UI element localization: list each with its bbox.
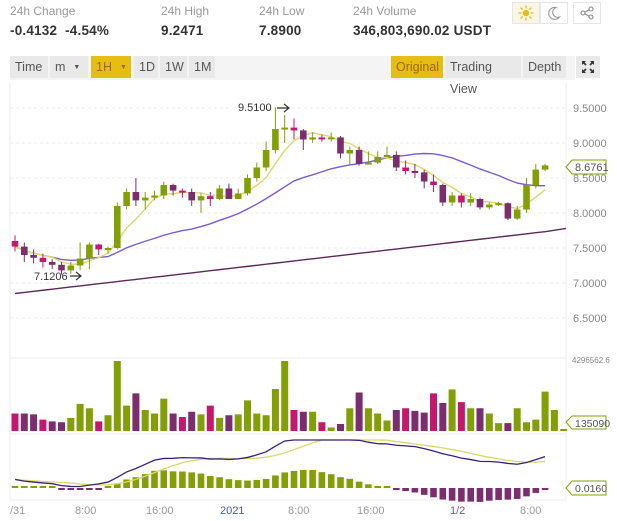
ticker-stats: 24h Change -0.4132 -4.54% 24h High 9.247… <box>0 0 617 50</box>
fullscreen-icon <box>582 61 594 73</box>
stat-24h-high: 24h High 9.2471 <box>161 4 209 38</box>
hour-dropdown[interactable]: 1H ▼ <box>91 56 131 78</box>
last-macd-tag <box>565 480 607 496</box>
high-price-marker: 9.5100 <box>238 102 272 114</box>
stat-24h-volume: 24h Volume 346,803,690.02 USDT <box>353 4 491 38</box>
stat-label: 24h Low <box>259 4 305 18</box>
interval-1m-button[interactable]: 1M <box>189 56 215 78</box>
stat-value: -0.4132 -4.54% <box>10 23 110 38</box>
fullscreen-button[interactable] <box>576 56 600 78</box>
svg-text:9.0000: 9.0000 <box>573 138 607 150</box>
light-theme-button[interactable] <box>512 2 540 24</box>
stat-label: 24h Volume <box>353 4 417 18</box>
ma-slow-line <box>14 227 567 295</box>
svg-text:8.5000: 8.5000 <box>573 173 607 185</box>
ma-fast-line <box>14 132 546 265</box>
time-axis: /31 8:00 16:00 2021 8:00 16:00 1/2 8:00 <box>10 505 541 517</box>
interval-1d-button[interactable]: 1D <box>134 56 158 78</box>
moon-icon <box>548 6 561 20</box>
svg-text:6.5000: 6.5000 <box>573 313 607 325</box>
stat-label: 24h High <box>161 4 210 18</box>
last-price-label: 8.6761 <box>575 162 609 174</box>
theme-switcher <box>512 2 601 24</box>
svg-text:8:00: 8:00 <box>288 505 309 517</box>
candlesticks <box>11 107 549 275</box>
sun-icon <box>518 5 534 21</box>
svg-text:16:00: 16:00 <box>146 505 174 517</box>
volume-max-label: 4296562.6 <box>572 356 610 365</box>
svg-text:8.0000: 8.0000 <box>573 208 607 220</box>
share-button[interactable] <box>573 2 601 24</box>
stat-value: 346,803,690.02 USDT <box>353 23 492 38</box>
depth-label: Depth <box>528 60 562 74</box>
svg-text:8:00: 8:00 <box>75 505 96 517</box>
depth-button[interactable]: Depth <box>523 56 566 78</box>
last-price-tag <box>565 159 607 175</box>
caret-down-icon: ▼ <box>73 63 81 71</box>
original-label: Original <box>396 60 440 74</box>
svg-text:8:00: 8:00 <box>520 505 541 517</box>
arrow-right-icon <box>277 103 290 113</box>
chart-toolbar: Time m ▼ 1H ▼ 1D 1W 1M Original Trading Vi… <box>10 56 600 96</box>
stat-value: 9.2471 <box>161 23 204 38</box>
arrow-right-icon <box>70 271 82 281</box>
interval-1d-label: 1D <box>139 60 155 74</box>
volume-bars <box>11 361 568 431</box>
svg-text:1/2: 1/2 <box>450 505 465 517</box>
time-button[interactable]: Time <box>10 56 48 78</box>
svg-text:7.5000: 7.5000 <box>573 243 607 255</box>
price-axis: 9.5000 9.0000 8.5000 8.0000 7.5000 7.0000 6.50… <box>573 103 607 325</box>
stat-value: 7.8900 <box>259 23 302 38</box>
minute-label: m <box>55 60 66 74</box>
tradingview-button[interactable]: Trading View <box>445 56 521 96</box>
minute-dropdown[interactable]: m ▼ <box>50 56 88 78</box>
svg-text:16:00: 16:00 <box>357 505 385 517</box>
ma-mid-line <box>14 152 546 262</box>
time-label: Time <box>15 60 43 74</box>
price-grid <box>10 107 566 319</box>
last-volume-label: 135090 <box>575 418 610 430</box>
last-macd-label: 0.0160 <box>575 483 607 495</box>
stat-24h-low: 24h Low 7.8900 <box>259 4 304 38</box>
svg-text:2021: 2021 <box>220 505 244 517</box>
share-icon <box>580 6 594 20</box>
svg-text:7.0000: 7.0000 <box>573 278 607 290</box>
last-volume-tag <box>565 415 607 430</box>
tradingview-label: Trading View <box>450 60 492 96</box>
interval-1w-button[interactable]: 1W <box>160 56 187 78</box>
svg-text:9.5000: 9.5000 <box>573 103 607 115</box>
low-price-marker: 7.1206 <box>34 271 68 283</box>
caret-down-icon: ▼ <box>119 63 127 71</box>
original-view-button[interactable]: Original <box>391 56 443 78</box>
stat-label: 24h Change <box>10 4 76 18</box>
interval-1w-label: 1W <box>165 60 184 74</box>
macd-pane <box>11 439 549 502</box>
interval-label: 1H <box>96 60 112 74</box>
stat-24h-change: 24h Change -0.4132 -4.54% <box>10 4 109 38</box>
svg-text:/31: /31 <box>10 505 25 517</box>
dark-theme-button[interactable] <box>540 2 568 24</box>
interval-1m-label: 1M <box>194 60 212 74</box>
